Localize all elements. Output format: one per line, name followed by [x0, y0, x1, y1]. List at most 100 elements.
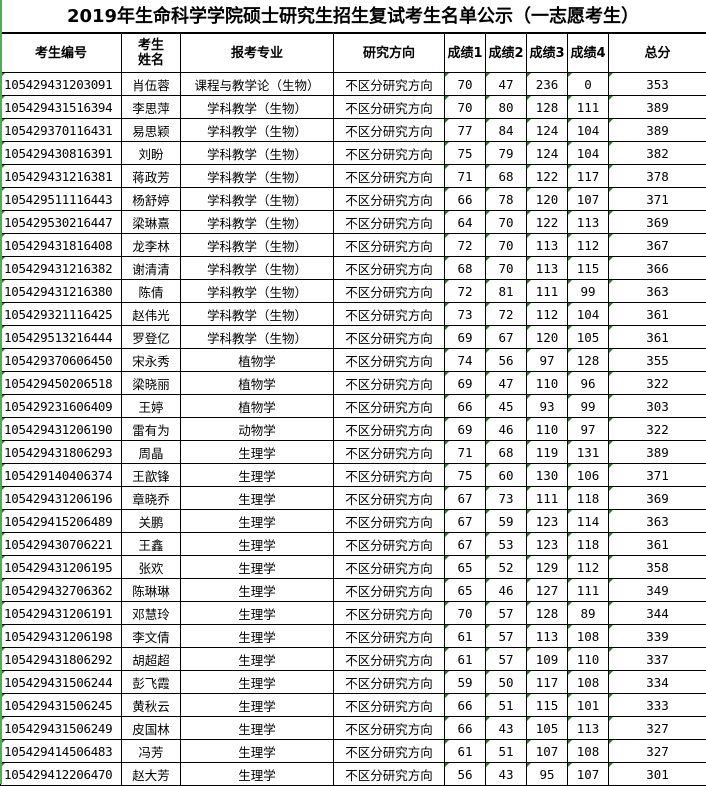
score-3-cell[interactable]: 128 — [527, 96, 568, 119]
score-3-cell[interactable]: 119 — [527, 441, 568, 464]
score-4-cell[interactable]: 97 — [568, 418, 609, 441]
score-3-cell[interactable]: 127 — [527, 579, 568, 602]
score-4-cell[interactable]: 112 — [568, 234, 609, 257]
major-cell[interactable]: 生理学 — [181, 602, 334, 625]
score-4-cell[interactable]: 113 — [568, 211, 609, 234]
header-candidate-name[interactable]: 考生 姓名 — [122, 34, 181, 73]
candidate-name-cell[interactable]: 易思颖 — [122, 119, 181, 142]
score-4-cell[interactable]: 108 — [568, 671, 609, 694]
research-direction-cell[interactable]: 不区分研究方向 — [334, 349, 445, 372]
score-3-cell[interactable]: 112 — [527, 303, 568, 326]
score-2-cell[interactable]: 46 — [486, 579, 527, 602]
score-4-cell[interactable]: 104 — [568, 142, 609, 165]
score-1-cell[interactable]: 56 — [445, 763, 486, 786]
score-1-cell[interactable]: 66 — [445, 188, 486, 211]
score-2-cell[interactable]: 80 — [486, 96, 527, 119]
score-4-cell[interactable]: 99 — [568, 280, 609, 303]
score-1-cell[interactable]: 70 — [445, 73, 486, 96]
research-direction-cell[interactable]: 不区分研究方向 — [334, 73, 445, 96]
candidate-name-cell[interactable]: 皮国林 — [122, 717, 181, 740]
score-1-cell[interactable]: 70 — [445, 602, 486, 625]
score-1-cell[interactable]: 71 — [445, 165, 486, 188]
major-cell[interactable]: 植物学 — [181, 372, 334, 395]
score-2-cell[interactable]: 78 — [486, 188, 527, 211]
score-2-cell[interactable]: 59 — [486, 510, 527, 533]
candidate-name-cell[interactable]: 梁晓丽 — [122, 372, 181, 395]
major-cell[interactable]: 学科教学（生物） — [181, 142, 334, 165]
score-3-cell[interactable]: 113 — [527, 257, 568, 280]
candidate-name-cell[interactable]: 关鹏 — [122, 510, 181, 533]
score-1-cell[interactable]: 59 — [445, 671, 486, 694]
major-cell[interactable]: 学科教学（生物） — [181, 326, 334, 349]
score-2-cell[interactable]: 43 — [486, 717, 527, 740]
score-3-cell[interactable]: 124 — [527, 119, 568, 142]
total-score-cell[interactable]: 353 — [609, 73, 706, 96]
major-cell[interactable]: 生理学 — [181, 717, 334, 740]
research-direction-cell[interactable]: 不区分研究方向 — [334, 372, 445, 395]
candidate-id-cell[interactable]: 105429431506244 — [1, 671, 122, 694]
score-3-cell[interactable]: 95 — [527, 763, 568, 786]
candidate-name-cell[interactable]: 龙李林 — [122, 234, 181, 257]
major-cell[interactable]: 植物学 — [181, 349, 334, 372]
candidate-id-cell[interactable]: 105429414506483 — [1, 740, 122, 763]
score-2-cell[interactable]: 70 — [486, 234, 527, 257]
total-score-cell[interactable]: 378 — [609, 165, 706, 188]
total-score-cell[interactable]: 327 — [609, 740, 706, 763]
candidate-id-cell[interactable]: 105429431216380 — [1, 280, 122, 303]
candidate-name-cell[interactable]: 谢清清 — [122, 257, 181, 280]
score-1-cell[interactable]: 66 — [445, 717, 486, 740]
score-1-cell[interactable]: 61 — [445, 740, 486, 763]
candidate-id-cell[interactable]: 105429370116431 — [1, 119, 122, 142]
total-score-cell[interactable]: 339 — [609, 625, 706, 648]
header-research-direction[interactable]: 研究方向 — [334, 34, 445, 73]
score-4-cell[interactable]: 111 — [568, 579, 609, 602]
major-cell[interactable]: 生理学 — [181, 694, 334, 717]
candidate-name-cell[interactable]: 陈琳琳 — [122, 579, 181, 602]
research-direction-cell[interactable]: 不区分研究方向 — [334, 763, 445, 786]
score-1-cell[interactable]: 65 — [445, 579, 486, 602]
candidate-id-cell[interactable]: 105429450206518 — [1, 372, 122, 395]
score-4-cell[interactable]: 108 — [568, 625, 609, 648]
total-score-cell[interactable]: 363 — [609, 280, 706, 303]
score-2-cell[interactable]: 51 — [486, 694, 527, 717]
score-2-cell[interactable]: 70 — [486, 257, 527, 280]
score-4-cell[interactable]: 104 — [568, 303, 609, 326]
candidate-id-cell[interactable]: 105429431816408 — [1, 234, 122, 257]
score-3-cell[interactable]: 123 — [527, 510, 568, 533]
candidate-name-cell[interactable]: 邓慧玲 — [122, 602, 181, 625]
score-3-cell[interactable]: 113 — [527, 234, 568, 257]
total-score-cell[interactable]: 303 — [609, 395, 706, 418]
score-3-cell[interactable]: 130 — [527, 464, 568, 487]
major-cell[interactable]: 生理学 — [181, 763, 334, 786]
score-3-cell[interactable]: 97 — [527, 349, 568, 372]
score-1-cell[interactable]: 65 — [445, 556, 486, 579]
score-1-cell[interactable]: 71 — [445, 441, 486, 464]
score-2-cell[interactable]: 57 — [486, 625, 527, 648]
major-cell[interactable]: 生理学 — [181, 510, 334, 533]
candidate-name-cell[interactable]: 胡超超 — [122, 648, 181, 671]
total-score-cell[interactable]: 389 — [609, 119, 706, 142]
score-2-cell[interactable]: 53 — [486, 533, 527, 556]
candidate-id-cell[interactable]: 105429511116443 — [1, 188, 122, 211]
total-score-cell[interactable]: 367 — [609, 234, 706, 257]
research-direction-cell[interactable]: 不区分研究方向 — [334, 602, 445, 625]
score-4-cell[interactable]: 99 — [568, 395, 609, 418]
candidate-name-cell[interactable]: 王鑫 — [122, 533, 181, 556]
candidate-id-cell[interactable]: 105429431806292 — [1, 648, 122, 671]
score-2-cell[interactable]: 79 — [486, 142, 527, 165]
total-score-cell[interactable]: 361 — [609, 326, 706, 349]
candidate-name-cell[interactable]: 宋永秀 — [122, 349, 181, 372]
score-3-cell[interactable]: 122 — [527, 165, 568, 188]
score-2-cell[interactable]: 43 — [486, 763, 527, 786]
header-score-2[interactable]: 成绩2 — [486, 34, 527, 73]
score-1-cell[interactable]: 69 — [445, 372, 486, 395]
total-score-cell[interactable]: 333 — [609, 694, 706, 717]
candidate-name-cell[interactable]: 张欢 — [122, 556, 181, 579]
major-cell[interactable]: 学科教学（生物） — [181, 211, 334, 234]
candidate-id-cell[interactable]: 105429431506245 — [1, 694, 122, 717]
score-4-cell[interactable]: 128 — [568, 349, 609, 372]
score-2-cell[interactable]: 50 — [486, 671, 527, 694]
score-1-cell[interactable]: 66 — [445, 694, 486, 717]
total-score-cell[interactable]: 361 — [609, 303, 706, 326]
total-score-cell[interactable]: 371 — [609, 188, 706, 211]
